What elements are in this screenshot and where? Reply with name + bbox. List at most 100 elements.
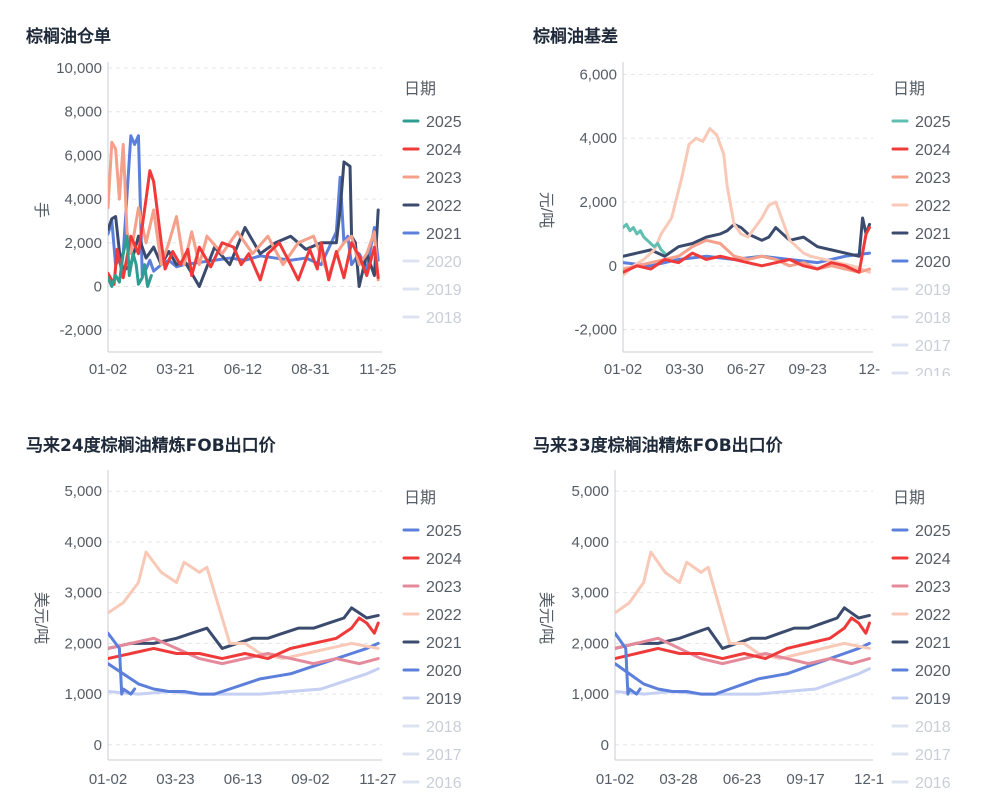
- legend: 日期 2025 2024 2023 2022 2021 2020 2019 2018 2017 20…: [402, 489, 462, 792]
- legend-item-2024[interactable]: 2024: [891, 142, 951, 159]
- legend-item-2020[interactable]: 2020: [402, 254, 462, 271]
- legend-item-2017[interactable]: 2017: [891, 338, 951, 355]
- x-tick-label: 01-02: [604, 361, 642, 378]
- legend-label: 2021: [426, 226, 462, 243]
- legend-item-2024[interactable]: 2024: [891, 551, 951, 568]
- legend-item-2017[interactable]: 2017: [891, 747, 951, 764]
- x-tick-label: 12-: [858, 361, 880, 378]
- legend-item-2024[interactable]: 2024: [402, 551, 462, 568]
- legend-item-2022[interactable]: 2022: [891, 198, 951, 215]
- chart-panel-fob-33: 马来33度棕榈油精炼FOB出口价 0 1,000 2,000 3,000 4,000 5,…: [493, 402, 986, 804]
- legend-item-2018[interactable]: 2018: [402, 719, 462, 736]
- legend-label: 2017: [915, 747, 951, 764]
- legend-item-2025[interactable]: 2025: [891, 114, 951, 131]
- legend-item-2016[interactable]: 2016: [402, 775, 462, 792]
- x-tick-label: 01-02: [89, 361, 127, 378]
- series-line-2023[interactable]: [108, 636, 380, 666]
- legend-label: 2019: [915, 282, 951, 299]
- legend-label: 2025: [426, 523, 462, 540]
- x-tick-label: 03-28: [659, 771, 697, 788]
- series-line-2019[interactable]: [108, 667, 380, 696]
- chart-svg[interactable]: 0 1,000 2,000 3,000 4,000 5,000 01-02 03-28 06-2…: [493, 402, 986, 804]
- legend-item-2016[interactable]: 2016: [891, 775, 951, 792]
- legend-item-2021[interactable]: 2021: [402, 635, 462, 652]
- chart-svg[interactable]: 0 1,000 2,000 3,000 4,000 5,000 01-02 03-23 06-1…: [0, 402, 493, 804]
- legend-item-2021[interactable]: 2021: [402, 226, 462, 243]
- chart-svg[interactable]: -2,000 0 2,000 4,000 6,000 8,000 10,000 01-02 03…: [0, 0, 493, 402]
- legend-label: 2018: [426, 719, 462, 736]
- series-line-2020[interactable]: [623, 251, 872, 268]
- series-line-2024[interactable]: [615, 616, 871, 661]
- legend-item-2019[interactable]: 2019: [402, 282, 462, 299]
- series-line-2021[interactable]: [615, 606, 871, 650]
- legend-item-2025[interactable]: 2025: [402, 523, 462, 540]
- series-line-2022[interactable]: [615, 550, 871, 661]
- y-tick-label: 4,000: [571, 534, 609, 551]
- legend-item-2025[interactable]: 2025: [891, 523, 951, 540]
- legend-item-2022[interactable]: 2022: [891, 607, 951, 624]
- legend-item-2019[interactable]: 2019: [891, 282, 951, 299]
- legend-item-2016[interactable]: 2016: [891, 366, 951, 383]
- legend-item-2021[interactable]: 2021: [891, 635, 951, 652]
- x-tick-label: 09-17: [786, 771, 824, 788]
- series-group: [108, 134, 380, 288]
- legend-label: 2019: [426, 282, 462, 299]
- legend-item-2025[interactable]: 2025: [402, 114, 462, 131]
- legend-label: 2024: [915, 551, 951, 568]
- series-line-2025[interactable]: [615, 631, 642, 696]
- y-axis-label: 手: [32, 202, 50, 218]
- legend-label: 2022: [915, 607, 951, 624]
- y-tick-label: 2,000: [64, 235, 102, 252]
- legend-item-2023[interactable]: 2023: [891, 579, 951, 596]
- series-group: [623, 127, 872, 277]
- series-line-2022[interactable]: [108, 550, 380, 661]
- legend-item-2024[interactable]: 2024: [402, 142, 462, 159]
- series-group: [108, 550, 380, 696]
- series-line-2025[interactable]: [108, 234, 153, 288]
- chart-svg[interactable]: -2,000 0 2,000 4,000 6,000 01-02 03-30 06-27 09-…: [493, 0, 986, 402]
- legend-label: 2016: [915, 775, 951, 792]
- y-tick-label: 5,000: [64, 483, 102, 500]
- legend-item-2023[interactable]: 2023: [402, 579, 462, 596]
- legend-item-2022[interactable]: 2022: [402, 607, 462, 624]
- y-tick-label: 4,000: [579, 130, 617, 147]
- legend: 日期 2025 2024 2023 2022 2021 2020 2019 2018 2017 20…: [891, 80, 951, 383]
- legend-label: 2021: [915, 226, 951, 243]
- legend-item-2019[interactable]: 2019: [402, 691, 462, 708]
- series-line-2025[interactable]: [108, 631, 137, 696]
- series-line-2024[interactable]: [108, 616, 380, 661]
- series-line-2024[interactable]: [108, 169, 380, 286]
- y-tick-label: 5,000: [571, 483, 609, 500]
- y-tick-label: 4,000: [64, 191, 102, 208]
- legend-label: 2018: [426, 310, 462, 327]
- y-tick-label: 3,000: [571, 585, 609, 602]
- legend-item-2020[interactable]: 2020: [891, 254, 951, 271]
- legend-item-2019[interactable]: 2019: [891, 691, 951, 708]
- series-line-2022[interactable]: [623, 127, 872, 277]
- series-line-2024[interactable]: [623, 226, 872, 274]
- series-line-2025[interactable]: [623, 222, 667, 255]
- legend-label: 2024: [915, 142, 951, 159]
- series-line-2021[interactable]: [108, 606, 380, 650]
- series-line-2019[interactable]: [615, 667, 871, 696]
- series-line-2023[interactable]: [615, 636, 871, 666]
- series-line-2021[interactable]: [623, 216, 872, 258]
- legend-item-2017[interactable]: 2017: [402, 747, 462, 764]
- chart-panel-fob-24: 马来24度棕榈油精炼FOB出口价 0 1,000 2,000 3,000 4,000 5,…: [0, 402, 493, 804]
- y-tick-label: 1,000: [64, 686, 102, 703]
- legend-item-2023[interactable]: 2023: [891, 170, 951, 187]
- legend-item-2022[interactable]: 2022: [402, 198, 462, 215]
- legend-item-2023[interactable]: 2023: [402, 170, 462, 187]
- legend-item-2021[interactable]: 2021: [891, 226, 951, 243]
- legend-item-2018[interactable]: 2018: [891, 719, 951, 736]
- chart-title: 棕榈油仓单: [26, 27, 111, 47]
- legend-item-2020[interactable]: 2020: [402, 663, 462, 680]
- legend-item-2020[interactable]: 2020: [891, 663, 951, 680]
- chart-panel-warehouse-receipts: 棕榈油仓单 -2,000 0 2,000 4,000 6,000 8,000 10,000 0…: [0, 0, 493, 402]
- y-tick-label: 8,000: [64, 104, 102, 121]
- legend-item-2018[interactable]: 2018: [891, 310, 951, 327]
- legend-label: 2024: [426, 551, 462, 568]
- x-tick-label: 03-23: [156, 771, 194, 788]
- y-tick-label: 4,000: [64, 534, 102, 551]
- legend-item-2018[interactable]: 2018: [402, 310, 462, 327]
